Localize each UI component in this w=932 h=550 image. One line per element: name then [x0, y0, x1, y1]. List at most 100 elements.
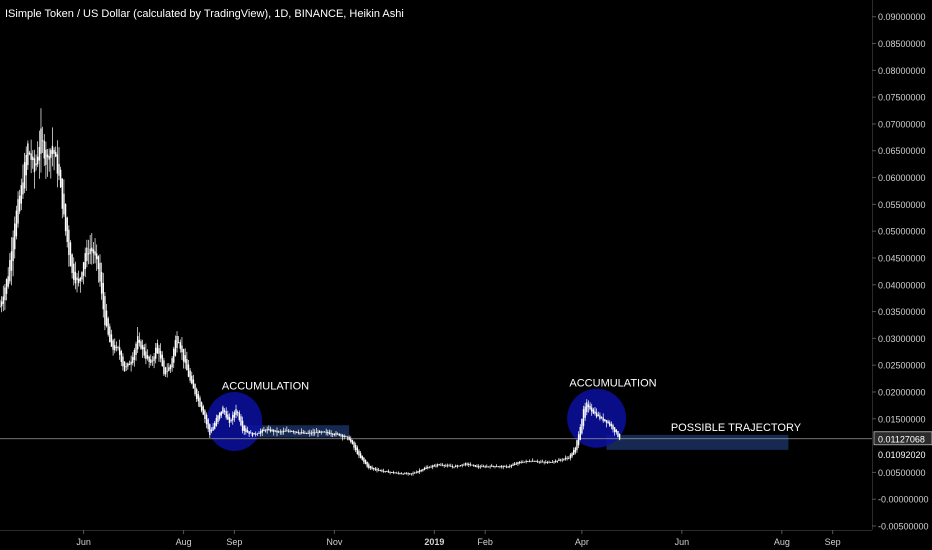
candle-body-176 [287, 430, 290, 432]
y-tick-label-0: 0.09000000 [878, 12, 926, 22]
candle-body-10 [15, 210, 18, 237]
candle-body-370 [605, 420, 608, 423]
candle-body-300 [491, 465, 493, 467]
candle-body-255 [417, 471, 419, 473]
candle-body-340 [556, 460, 558, 462]
candle-body-348 [569, 454, 572, 459]
candle-body-44 [71, 254, 73, 274]
candle-body-126 [205, 414, 208, 425]
y-tick-label-16: 0.00500000 [878, 468, 926, 478]
candle-body-293 [479, 466, 481, 468]
annotation-label-0: ACCUMULATION [222, 380, 309, 392]
candle-body-258 [422, 469, 424, 471]
candle-body-131 [214, 422, 216, 429]
candle-body-234 [382, 470, 385, 472]
candle-body-70 [114, 345, 116, 351]
candle-body-292 [477, 466, 480, 468]
candle-body-53 [86, 247, 88, 262]
candle-body-110 [179, 342, 182, 349]
candle-body-249 [407, 473, 409, 475]
candle-body-19 [30, 153, 32, 160]
candle-body-228 [373, 467, 375, 470]
candle-body-210 [343, 435, 345, 437]
candle-body-268 [438, 464, 440, 466]
candle-body-21 [33, 158, 36, 173]
candle-body-351 [574, 447, 577, 453]
candle-body-158 [258, 433, 260, 434]
candle-body-113 [184, 355, 186, 363]
candle-body-264 [432, 465, 434, 468]
candle-body-96 [156, 343, 159, 354]
candle-body-274 [448, 465, 450, 467]
candle-body-149 [243, 425, 245, 432]
candle-body-328 [536, 461, 539, 463]
candle-body-123 [200, 402, 203, 411]
candle-body-306 [500, 466, 503, 468]
candle-body-220 [359, 453, 362, 459]
candle-body-266 [435, 465, 437, 467]
x-tick-label-7: Jun [675, 537, 690, 547]
candle-body-247 [404, 473, 406, 474]
candle-body-297 [486, 466, 488, 468]
candle-body-360 [589, 405, 591, 410]
candle-body-251 [410, 473, 413, 475]
candle-body-303 [495, 466, 498, 468]
candle-body-184 [300, 432, 303, 433]
candle-body-178 [291, 431, 293, 433]
candle-body-170 [277, 431, 280, 433]
x-tick-label-9: Sep [825, 537, 841, 547]
annotation-label-1: ACCUMULATION [569, 378, 656, 390]
candle-body-353 [577, 434, 580, 446]
candle-body-13 [20, 185, 23, 204]
candle-body-357 [584, 406, 586, 418]
y-tick-label-3: 0.07500000 [878, 93, 926, 103]
candle-body-4 [5, 279, 8, 294]
candle-body-109 [177, 341, 180, 343]
candle-body-94 [153, 356, 155, 361]
candle-body-145 [236, 412, 239, 414]
candle-body-364 [595, 412, 598, 417]
candle-body-275 [450, 465, 452, 467]
candle-body-64 [104, 296, 106, 326]
candle-body-80 [130, 361, 132, 365]
candle-body-142 [232, 414, 234, 421]
candle-body-331 [541, 461, 544, 463]
candle-body-290 [474, 465, 477, 467]
candle-body-285 [466, 463, 468, 465]
candle-body-103 [168, 367, 170, 372]
candle-body-42 [68, 229, 70, 255]
candle-body-180 [294, 431, 296, 433]
candle-body-125 [204, 410, 206, 420]
candle-body-372 [609, 422, 611, 426]
candle-body-230 [376, 469, 378, 471]
candle-body-281 [459, 465, 462, 466]
candle-body-82 [133, 349, 136, 360]
candle-body-73 [118, 347, 121, 355]
candle-body-311 [509, 466, 511, 467]
candle-body-218 [356, 447, 359, 455]
candle-body-120 [195, 389, 198, 399]
candle-body-30 [48, 155, 50, 160]
candle-body-93 [151, 360, 154, 362]
candle-body-276 [451, 466, 454, 468]
candle-body-321 [525, 460, 527, 462]
candle-body-161 [263, 429, 265, 432]
candle-body-130 [212, 426, 214, 431]
candle-body-312 [510, 465, 513, 467]
candle-body-91 [148, 356, 150, 363]
price-tag-bg-0 [873, 431, 932, 446]
x-tick-label-6: Apr [575, 537, 589, 547]
chart-title: ISimple Token / US Dollar (calculated by… [5, 8, 404, 20]
candle-body-282 [461, 464, 463, 466]
candle-body-330 [540, 461, 542, 463]
candle-body-148 [241, 420, 244, 431]
candle-body-286 [468, 463, 470, 465]
candle-body-29 [46, 154, 49, 158]
candle-body-52 [84, 253, 86, 270]
candle-body-299 [489, 466, 491, 468]
candle-body-289 [472, 464, 475, 466]
candle-body-301 [492, 466, 495, 467]
candle-body-118 [192, 379, 195, 389]
